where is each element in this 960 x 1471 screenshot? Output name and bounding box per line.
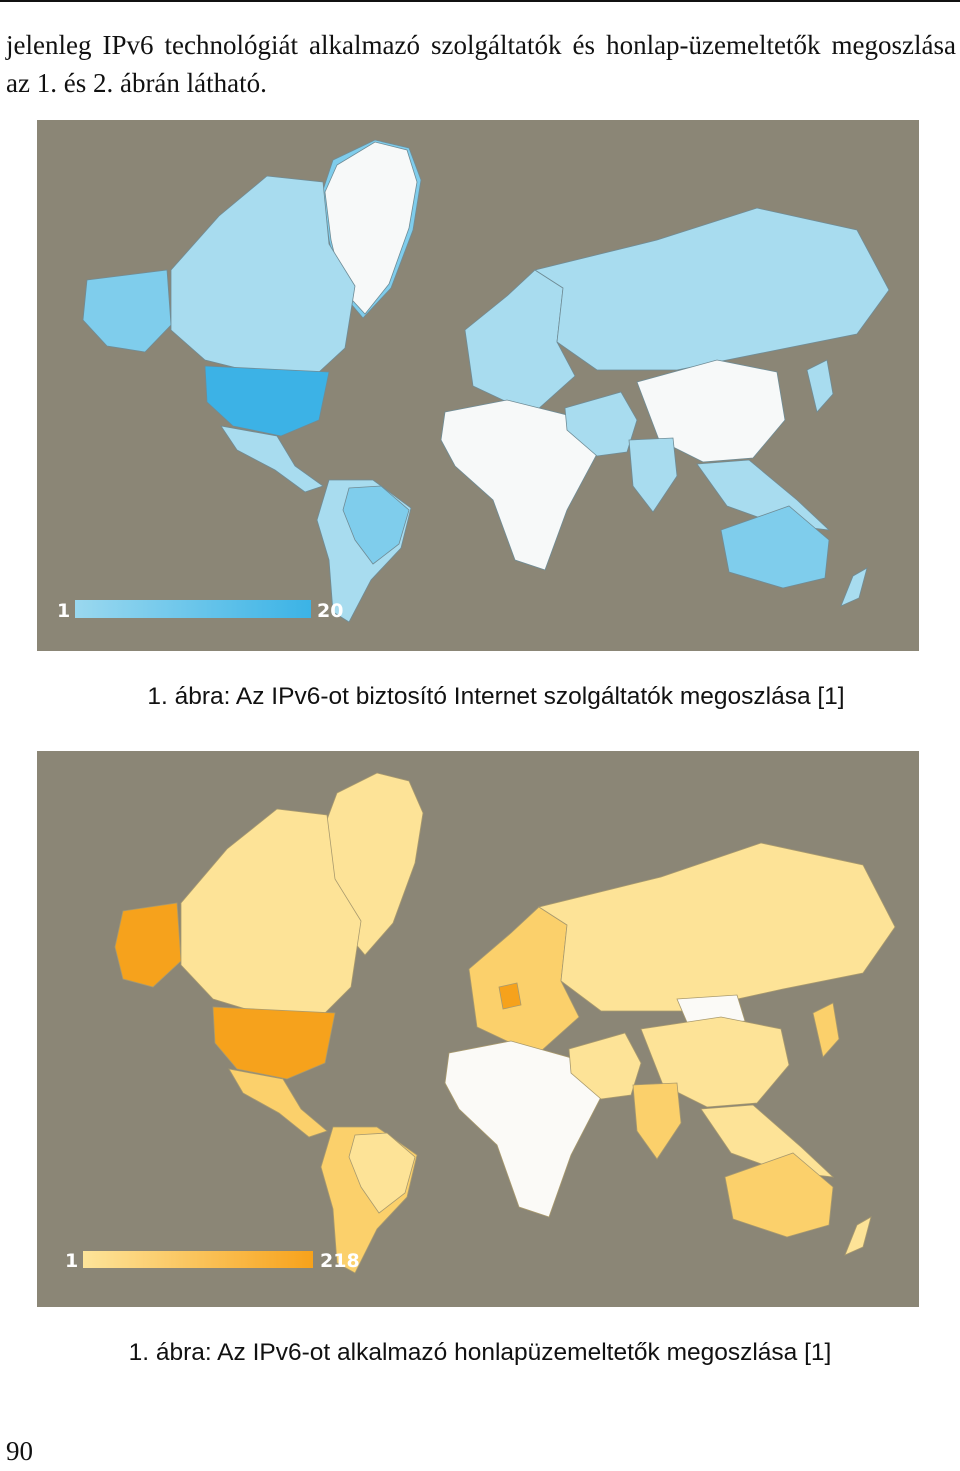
region-canada: [170, 175, 356, 373]
website-legend-min: 1: [65, 1250, 78, 1272]
region-usa: [204, 365, 330, 437]
region-alaska: [82, 269, 172, 353]
region-europe: [468, 906, 580, 1052]
region-usa: [212, 1006, 336, 1080]
website-legend-bar: [83, 1251, 313, 1268]
website-world-map-svg: 1 218: [65, 772, 896, 1274]
region-new-zealand: [844, 1216, 872, 1256]
isp-legend-min: 1: [57, 600, 70, 622]
region-russia: [534, 207, 890, 371]
region-greenland-ice: [324, 141, 418, 315]
region-mexico-central: [228, 1068, 328, 1138]
region-brazil: [342, 485, 410, 565]
region-australia: [724, 1152, 834, 1238]
region-canada: [180, 808, 362, 1014]
region-russia: [538, 842, 896, 1012]
region-middle-east: [564, 391, 638, 457]
region-alaska: [114, 902, 182, 988]
isp-legend-max: 20: [317, 600, 343, 622]
website-legend-max: 218: [320, 1250, 360, 1272]
figure-1-caption: 1. ábra: Az IPv6-ot biztosító Internet s…: [147, 683, 845, 710]
region-india: [632, 1082, 682, 1160]
region-new-zealand: [840, 567, 868, 607]
region-brazil: [348, 1132, 416, 1214]
website-world-map: 1 218: [37, 751, 919, 1307]
region-europe: [464, 269, 576, 411]
intro-paragraph: jelenleg IPv6 technológiát alkalmazó szo…: [6, 30, 956, 98]
isp-world-map: 1 20: [37, 120, 919, 651]
region-middle-east: [568, 1032, 642, 1100]
region-mexico-central: [220, 425, 324, 493]
top-rule: [0, 0, 960, 2]
region-africa: [444, 1040, 602, 1218]
region-japan: [812, 1002, 840, 1058]
isp-legend-bar: [75, 600, 311, 618]
figure-2-caption: 1. ábra: Az IPv6-ot alkalmazó honlapüzem…: [128, 1339, 832, 1366]
isp-map-regions: [82, 139, 890, 623]
region-japan: [806, 359, 834, 413]
page-number: 90: [6, 1436, 33, 1466]
website-map-regions: [114, 772, 896, 1274]
region-australia: [720, 505, 830, 589]
region-africa: [440, 399, 598, 571]
isp-world-map-svg: 1 20: [57, 139, 890, 623]
region-germany: [498, 982, 522, 1010]
region-india: [628, 437, 678, 513]
